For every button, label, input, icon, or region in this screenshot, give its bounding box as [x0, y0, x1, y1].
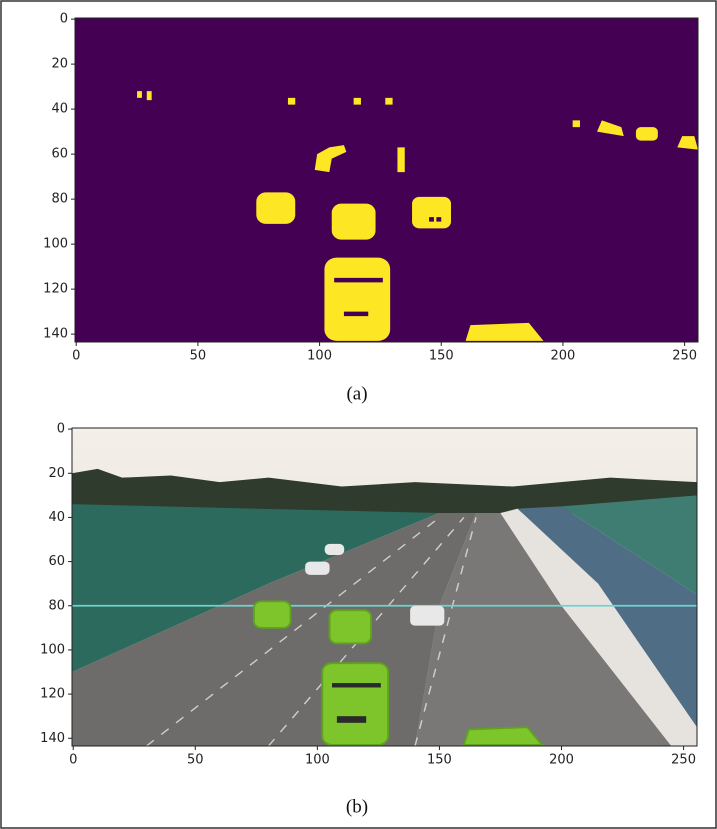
- road-image: [72, 428, 697, 746]
- caption: (b): [346, 796, 368, 817]
- y-tick-label: 60: [48, 554, 65, 569]
- caption: (a): [346, 383, 367, 404]
- y-tick-label: 0: [60, 12, 68, 27]
- y-tick-label: 40: [51, 102, 68, 117]
- figure: (a) (b) 05010015020025002040608010012014…: [0, 0, 717, 829]
- y-tick-label: 120: [43, 282, 68, 297]
- y-tick-label: 80: [48, 598, 65, 613]
- x-tick-label: 200: [549, 753, 574, 768]
- y-tick-label: 140: [40, 731, 65, 746]
- y-tick-label: 140: [43, 327, 68, 342]
- x-tick-label: 200: [551, 349, 576, 364]
- x-tick-label: 50: [190, 349, 207, 364]
- y-tick-label: 20: [48, 466, 65, 481]
- x-tick-label: 100: [305, 753, 330, 768]
- y-tick-label: 20: [51, 57, 68, 72]
- y-tick-label: 60: [51, 147, 68, 162]
- y-tick-label: 100: [40, 642, 65, 657]
- x-tick-label: 0: [72, 349, 80, 364]
- x-tick-label: 50: [187, 753, 204, 768]
- x-tick-label: 150: [429, 349, 454, 364]
- x-tick-label: 100: [307, 349, 332, 364]
- y-tick-label: 120: [40, 687, 65, 702]
- y-tick-label: 0: [57, 422, 65, 437]
- mask-image: [75, 18, 698, 342]
- x-tick-label: 0: [69, 753, 77, 768]
- x-tick-label: 150: [427, 753, 452, 768]
- x-tick-label: 250: [672, 349, 697, 364]
- y-tick-label: 40: [48, 510, 65, 525]
- x-tick-label: 250: [671, 753, 696, 768]
- y-tick-label: 100: [43, 237, 68, 252]
- y-tick-label: 80: [51, 192, 68, 207]
